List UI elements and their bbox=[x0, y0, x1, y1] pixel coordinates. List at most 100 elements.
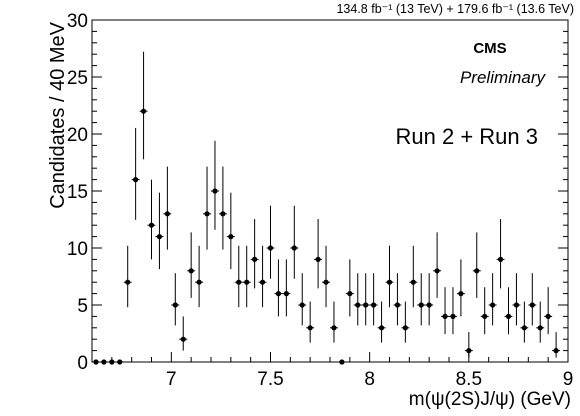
data-point bbox=[393, 273, 402, 326]
data-point bbox=[290, 205, 299, 279]
marker bbox=[410, 279, 416, 285]
marker bbox=[490, 302, 496, 308]
data-point bbox=[242, 245, 251, 308]
marker bbox=[299, 302, 305, 308]
marker bbox=[220, 211, 226, 217]
x-tick-label: 9 bbox=[563, 369, 574, 390]
data-point bbox=[226, 192, 235, 270]
data-point bbox=[544, 287, 553, 335]
data-point bbox=[441, 287, 449, 335]
marker bbox=[244, 279, 250, 285]
data-point bbox=[115, 359, 124, 365]
data-point bbox=[552, 332, 561, 358]
marker bbox=[148, 222, 155, 228]
x-tick-label: 7 bbox=[166, 369, 177, 390]
marker bbox=[545, 313, 551, 319]
marker bbox=[109, 359, 115, 365]
data-point bbox=[330, 301, 338, 343]
marker bbox=[172, 302, 178, 308]
y-axis-label: Candidates / 40 MeV bbox=[47, 21, 69, 208]
data-point bbox=[385, 245, 394, 308]
marker bbox=[291, 245, 297, 251]
marker bbox=[212, 188, 218, 194]
data-point bbox=[496, 219, 505, 289]
marker bbox=[450, 313, 456, 319]
y-tick-label: 25 bbox=[67, 68, 88, 89]
data-point bbox=[528, 273, 537, 326]
marker bbox=[442, 313, 448, 319]
run-label: Run 2 + Run 3 bbox=[396, 124, 538, 149]
data-point bbox=[107, 359, 116, 365]
data-point bbox=[171, 273, 180, 326]
marker bbox=[505, 313, 512, 319]
data-point bbox=[337, 359, 346, 365]
marker bbox=[347, 291, 353, 297]
data-point bbox=[306, 301, 315, 343]
lumi-label: 134.8 fb⁻¹ (13 TeV) + 179.6 fb⁻¹ (13.6 T… bbox=[336, 2, 574, 16]
marker bbox=[101, 359, 107, 365]
data-point bbox=[282, 259, 291, 317]
y-tick-label: 15 bbox=[67, 182, 88, 203]
data-point bbox=[353, 273, 362, 326]
marker bbox=[426, 302, 432, 308]
data-point bbox=[218, 166, 227, 250]
marker bbox=[529, 302, 535, 308]
data-point bbox=[472, 232, 481, 298]
y-tick-label: 0 bbox=[77, 353, 88, 374]
data-point bbox=[211, 140, 219, 230]
data-point bbox=[99, 359, 108, 365]
marker bbox=[140, 108, 147, 114]
marker bbox=[339, 359, 345, 365]
marker bbox=[371, 302, 377, 308]
data-point bbox=[274, 259, 283, 317]
marker bbox=[434, 268, 440, 274]
data-point bbox=[139, 51, 148, 160]
marker bbox=[331, 325, 337, 331]
data-point bbox=[425, 273, 434, 326]
data-point bbox=[433, 232, 442, 298]
data-point bbox=[195, 245, 204, 308]
marker bbox=[156, 234, 163, 240]
marker bbox=[378, 325, 385, 331]
marker bbox=[323, 279, 329, 285]
marker bbox=[196, 279, 202, 285]
marker bbox=[275, 291, 282, 297]
y-tick-label: 20 bbox=[67, 125, 88, 146]
x-tick-label: 7.5 bbox=[257, 369, 283, 390]
data-point bbox=[322, 245, 330, 308]
status-label: Preliminary bbox=[460, 68, 547, 87]
data-point bbox=[409, 245, 418, 308]
marker bbox=[386, 279, 393, 285]
y-tick-label: 5 bbox=[77, 296, 88, 317]
marker bbox=[521, 325, 527, 331]
data-point bbox=[163, 166, 172, 250]
marker bbox=[497, 256, 504, 262]
data-point bbox=[92, 359, 100, 365]
marker bbox=[259, 279, 266, 285]
data-point bbox=[345, 259, 354, 317]
marker bbox=[125, 279, 131, 285]
marker bbox=[228, 234, 234, 240]
data-point bbox=[488, 273, 497, 326]
marker bbox=[418, 302, 424, 308]
marker bbox=[458, 291, 464, 297]
marker bbox=[466, 348, 472, 354]
data-point bbox=[266, 205, 275, 279]
data-point bbox=[504, 287, 513, 335]
marker bbox=[474, 268, 480, 274]
data-point bbox=[234, 245, 243, 308]
data-point bbox=[361, 273, 370, 326]
data-point bbox=[155, 192, 164, 270]
marker bbox=[482, 313, 488, 319]
marker bbox=[402, 325, 408, 331]
data-point bbox=[203, 166, 211, 250]
x-axis-label: m(ψ(2S)J/ψ) (GeV) bbox=[409, 389, 571, 410]
data-point bbox=[377, 301, 386, 343]
data-point bbox=[417, 273, 426, 326]
data-point bbox=[298, 273, 307, 326]
marker bbox=[363, 302, 369, 308]
axes: 7 7.5 8 8.5 9 0 5 10 15 20 25 30 bbox=[67, 11, 573, 390]
marker bbox=[307, 325, 313, 331]
marker bbox=[553, 348, 559, 354]
data-point bbox=[250, 219, 259, 289]
